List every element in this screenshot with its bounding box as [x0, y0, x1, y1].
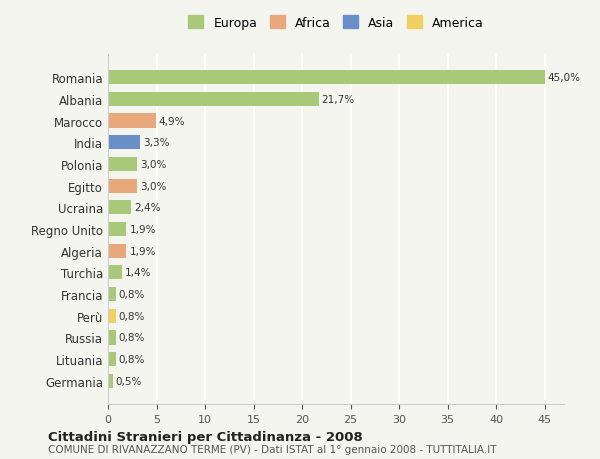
- Text: 3,3%: 3,3%: [143, 138, 169, 148]
- Text: 1,9%: 1,9%: [130, 246, 156, 256]
- Text: 0,8%: 0,8%: [119, 333, 145, 343]
- Text: 3,0%: 3,0%: [140, 160, 166, 169]
- Bar: [108, 157, 137, 172]
- Text: 0,5%: 0,5%: [116, 376, 142, 386]
- Bar: [108, 374, 113, 388]
- Bar: [108, 201, 131, 215]
- Text: 2,4%: 2,4%: [134, 203, 161, 213]
- Text: COMUNE DI RIVANAZZANO TERME (PV) - Dati ISTAT al 1° gennaio 2008 - TUTTITALIA.IT: COMUNE DI RIVANAZZANO TERME (PV) - Dati …: [48, 444, 497, 454]
- Bar: [108, 71, 545, 85]
- Bar: [108, 223, 127, 236]
- Bar: [108, 330, 116, 345]
- Bar: [108, 179, 137, 193]
- Text: 3,0%: 3,0%: [140, 181, 166, 191]
- Bar: [108, 309, 116, 323]
- Text: 45,0%: 45,0%: [548, 73, 581, 83]
- Text: 0,8%: 0,8%: [119, 354, 145, 364]
- Bar: [108, 136, 140, 150]
- Bar: [108, 244, 127, 258]
- Legend: Europa, Africa, Asia, America: Europa, Africa, Asia, America: [188, 16, 484, 29]
- Text: 4,9%: 4,9%: [158, 116, 185, 126]
- Text: 1,9%: 1,9%: [130, 224, 156, 235]
- Text: 21,7%: 21,7%: [322, 95, 355, 105]
- Text: Cittadini Stranieri per Cittadinanza - 2008: Cittadini Stranieri per Cittadinanza - 2…: [48, 430, 363, 443]
- Bar: [108, 353, 116, 366]
- Bar: [108, 114, 155, 129]
- Text: 0,8%: 0,8%: [119, 311, 145, 321]
- Text: 1,4%: 1,4%: [124, 268, 151, 278]
- Bar: [108, 287, 116, 302]
- Text: 0,8%: 0,8%: [119, 290, 145, 299]
- Bar: [108, 93, 319, 106]
- Bar: [108, 266, 122, 280]
